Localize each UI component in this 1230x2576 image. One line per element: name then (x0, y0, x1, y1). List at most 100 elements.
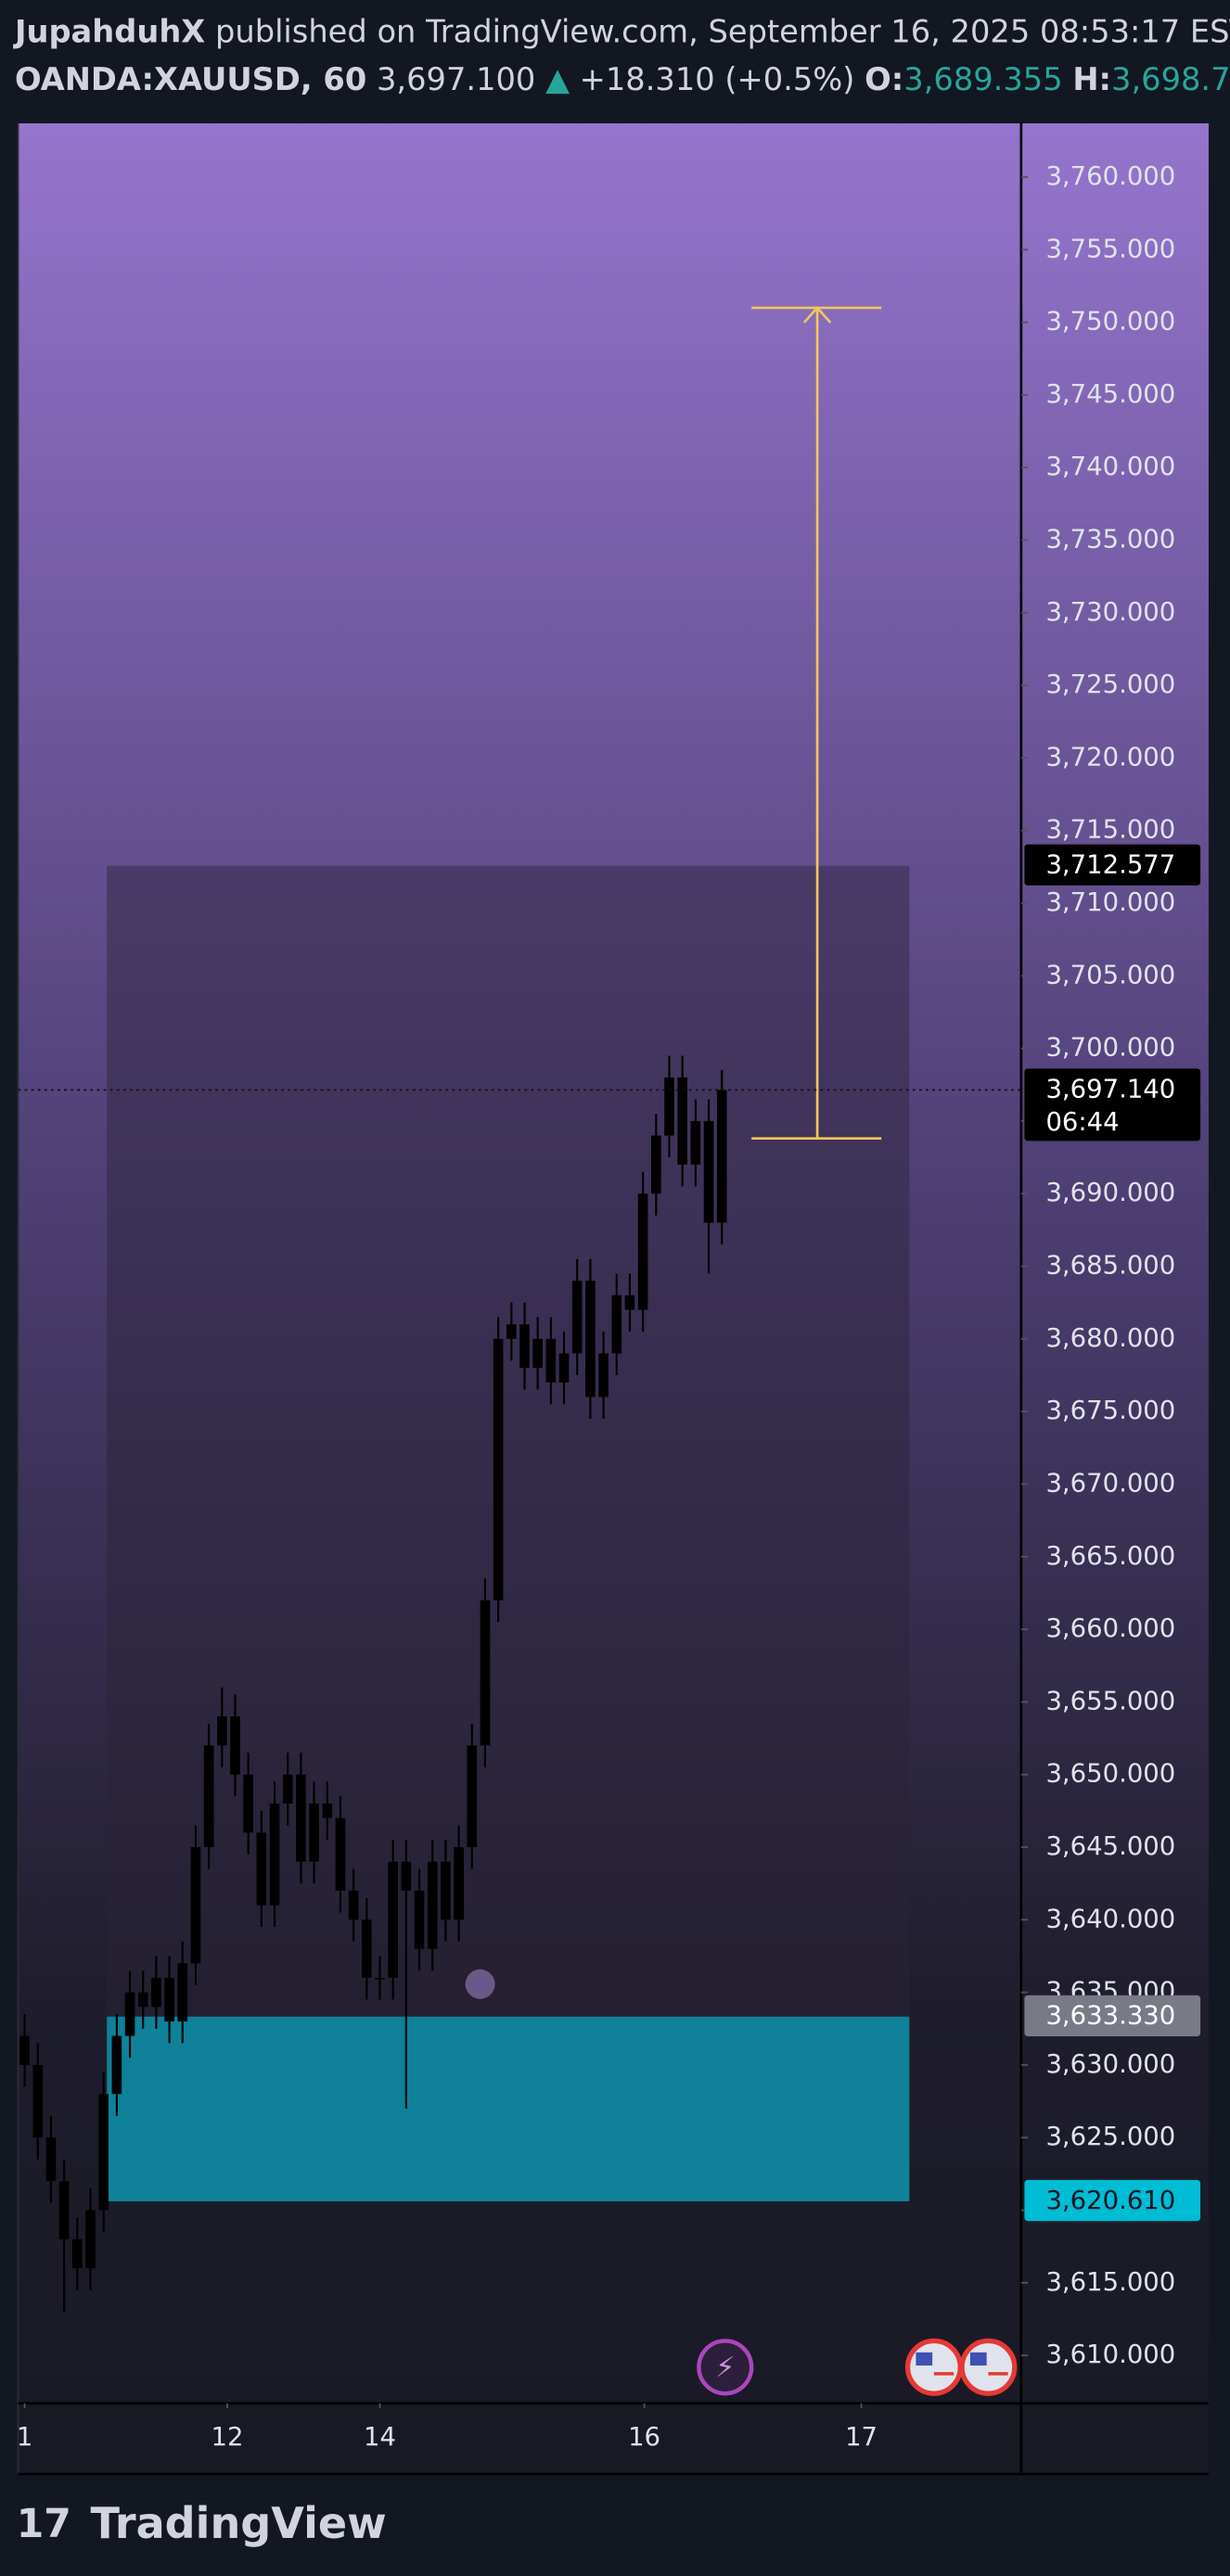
x-tick-label: 1 (17, 2423, 32, 2452)
y-tick-label: 3,680.000 (1045, 1324, 1175, 1353)
zone (107, 2016, 910, 2201)
candle-body (217, 1716, 227, 1746)
author: JupahduhX (13, 13, 205, 49)
svg-text:⚡: ⚡ (715, 2352, 735, 2384)
y-tick-label: 3,750.000 (1045, 308, 1175, 337)
candle-body (322, 1803, 333, 1818)
x-axis-area (18, 2403, 1209, 2475)
y-tick-label: 3,705.000 (1045, 961, 1175, 989)
candle-body (571, 1281, 583, 1354)
candle-body (558, 1353, 570, 1383)
candle-body (111, 2035, 122, 2095)
price-label-box (1024, 1995, 1201, 2037)
published: published on TradingView.com, September … (215, 13, 1230, 49)
y-tick-label: 3,645.000 (1045, 1832, 1175, 1861)
candle-body (716, 1090, 727, 1223)
y-tick-label: 3,715.000 (1045, 816, 1175, 845)
countdown: 06:44 (1045, 1108, 1119, 1137)
candle-body (98, 2094, 109, 2211)
candle-body (164, 1977, 174, 2021)
candle-body (585, 1281, 596, 1397)
y-tick-label: 3,610.000 (1045, 2340, 1175, 2369)
y-tick-label: 3,685.000 (1045, 1252, 1175, 1281)
candle-body (230, 1716, 240, 1775)
candle-body (296, 1774, 306, 1862)
y-tick-label: 3,735.000 (1045, 525, 1175, 554)
up-arrow: ▲ (535, 60, 579, 96)
candle-body (124, 1992, 135, 2036)
event-marker[interactable] (465, 1969, 495, 1999)
us-flag-icon[interactable] (904, 2338, 963, 2396)
zone (107, 865, 910, 2017)
last-price: 3,697.100 (377, 60, 535, 96)
y-tick-label: 3,740.000 (1045, 453, 1175, 481)
y-tick-label: 3,720.000 (1045, 743, 1175, 772)
candle-body (177, 1963, 188, 2021)
candle-body (190, 1846, 201, 1964)
y-tick-label: 3,690.000 (1045, 1179, 1175, 1207)
candle-body (243, 1774, 253, 1833)
x-tick-label: 17 (845, 2423, 878, 2452)
candle-body (72, 2238, 83, 2269)
symbol: OANDA:XAUUSD, 60 (15, 60, 366, 96)
candle-body (651, 1135, 661, 1194)
candle-body (269, 1803, 280, 1906)
y-tick-label: 3,700.000 (1045, 1034, 1175, 1063)
y-tick-label: 3,640.000 (1045, 1905, 1175, 1933)
candle-body (624, 1294, 635, 1310)
x-tick-label: 14 (364, 2423, 396, 2452)
candle-body (32, 2064, 44, 2138)
candle-body (309, 1803, 319, 1862)
candle-body (137, 1992, 148, 2008)
high-label: H: (1072, 60, 1111, 96)
y-tick-label: 3,730.000 (1045, 598, 1175, 627)
price-label-box (1024, 2179, 1201, 2222)
price-label-box (1024, 844, 1201, 886)
us-flag-icon[interactable] (959, 2338, 1018, 2396)
y-tick-label: 3,725.000 (1045, 670, 1175, 699)
candle-body (532, 1338, 543, 1369)
candle-body (677, 1077, 687, 1165)
candle-body (427, 1861, 438, 1949)
y-tick-label: 3,650.000 (1045, 1760, 1175, 1789)
y-tick-label: 3,660.000 (1045, 1614, 1175, 1643)
open-label: O: (865, 60, 903, 96)
candle-body (58, 2181, 70, 2239)
price-label: 3,633.330 (1045, 2002, 1175, 2031)
x-tick-label: 12 (211, 2423, 244, 2452)
candle-body (703, 1120, 714, 1223)
candle-body (519, 1324, 530, 1369)
candle-body (362, 1919, 372, 1978)
candle-body (545, 1338, 557, 1383)
candle-body (19, 2035, 30, 2065)
candle-body (335, 1817, 346, 1891)
candle-body (480, 1600, 491, 1746)
high: 3,698.76 (1111, 60, 1230, 96)
candle-body (493, 1338, 504, 1600)
y-tick-label: 3,615.000 (1045, 2268, 1175, 2297)
symbol-line: OANDA:XAUUSD, 60 3,697.100 ▲ +18.310 (+0… (15, 60, 1230, 96)
y-tick-label: 3,655.000 (1045, 1687, 1175, 1715)
candle-body (454, 1846, 464, 1920)
open: 3,689.355 (903, 60, 1062, 96)
y-tick-label: 3,760.000 (1045, 162, 1175, 191)
candle-body (506, 1324, 517, 1339)
y-tick-label: 3,625.000 (1045, 2123, 1175, 2151)
y-tick-label: 3,670.000 (1045, 1469, 1175, 1498)
candle-body (348, 1890, 359, 1920)
candle-body (203, 1745, 214, 1847)
price-label: 3,712.577 (1045, 851, 1175, 880)
candle-body (151, 1977, 161, 2008)
candle-body (414, 1890, 425, 1949)
price-label-box (1024, 1068, 1201, 1141)
candle-body (690, 1120, 701, 1165)
y-tick-label: 3,755.000 (1045, 235, 1175, 263)
lightning-icon[interactable]: ⚡ (697, 2339, 754, 2396)
footer-logo[interactable]: TradingView (91, 2498, 387, 2548)
price-label: 3,697.140 (1045, 1075, 1175, 1103)
change: +18.310 (+0.5%) (580, 60, 855, 96)
candle-body (388, 1861, 398, 1978)
y-tick-label: 3,630.000 (1045, 2050, 1175, 2079)
header-line: JupahduhX published on TradingView.com, … (13, 13, 1230, 49)
